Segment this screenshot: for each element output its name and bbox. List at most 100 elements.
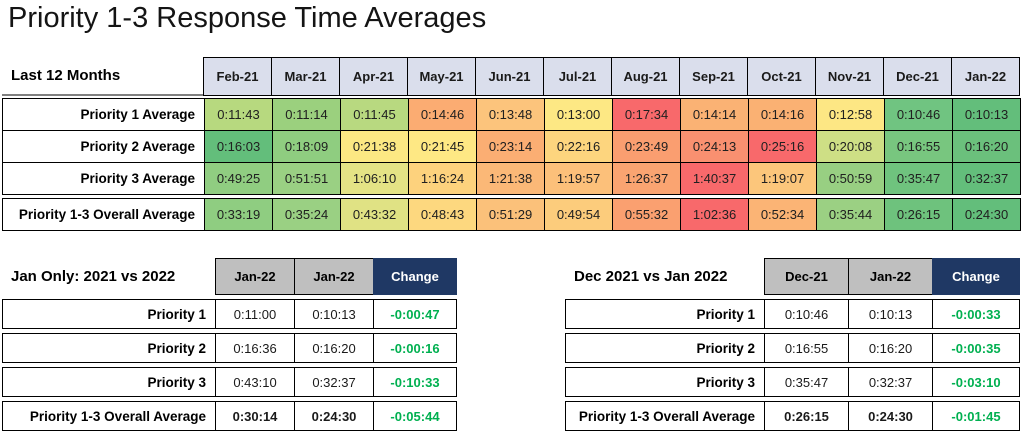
heatmap-cell: 0:16:55 — [884, 130, 953, 163]
month-header: Jul-21 — [543, 57, 612, 96]
comparison-row-label: Priority 3 — [565, 367, 765, 397]
comparison-row: Priority 2 0:16:36 0:16:20 -0:00:16 — [2, 333, 457, 363]
month-header: Mar-21 — [271, 57, 340, 96]
comparison-value: 0:24:30 — [848, 401, 933, 431]
heatmap-cell: 0:23:49 — [612, 130, 681, 163]
month-header: Oct-21 — [747, 57, 816, 96]
heatmap-cell: 0:51:51 — [272, 162, 341, 195]
change-value: -0:01:45 — [932, 401, 1020, 431]
change-value: -0:03:10 — [932, 367, 1020, 397]
comparison-row: Priority 3 0:43:10 0:32:37 -0:10:33 — [2, 367, 457, 397]
period-column-header: Jan-22 — [215, 258, 295, 295]
heatmap-cell: 0:35:44 — [816, 198, 885, 231]
comparison-row: Priority 1 0:11:00 0:10:13 -0:00:47 — [2, 299, 457, 329]
heatmap-cell: 0:20:08 — [816, 130, 885, 163]
response-time-heatmap-table: Last 12 Months Feb-21 Mar-21 Apr-21 May-21 J… — [2, 57, 1021, 231]
heatmap-cell: 0:26:15 — [884, 198, 953, 231]
row-label: Priority 2 Average — [2, 130, 205, 163]
heatmap-cell: 1:06:10 — [340, 162, 409, 195]
comparison-row: Priority 2 0:16:55 0:16:20 -0:00:35 — [565, 333, 1020, 363]
month-header: Jan-22 — [951, 57, 1020, 96]
comparison-value: 0:16:20 — [294, 333, 374, 363]
heatmap-cell: 1:21:38 — [476, 162, 545, 195]
comparison-value: 0:26:15 — [764, 401, 849, 431]
heatmap-cell: 0:43:32 — [340, 198, 409, 231]
comparison-row-label: Priority 2 — [565, 333, 765, 363]
heatmap-cell: 0:22:16 — [544, 130, 613, 163]
heatmap-cell: 1:26:37 — [612, 162, 681, 195]
comparison-value: 0:32:37 — [848, 367, 933, 397]
heatmap-cell: 0:12:58 — [816, 98, 885, 131]
month-header: Apr-21 — [339, 57, 408, 96]
comparison-value: 0:10:13 — [294, 299, 374, 329]
change-value: -0:10:33 — [373, 367, 457, 397]
comparison-row: Priority 1 0:10:46 0:10:13 -0:00:33 — [565, 299, 1020, 329]
heatmap-cell: 0:25:16 — [748, 130, 817, 163]
heatmap-cell: 0:16:20 — [952, 130, 1021, 163]
month-header: Dec-21 — [883, 57, 952, 96]
table-row: Priority 1 Average 0:11:43 0:11:14 0:11:45 0… — [2, 98, 1021, 131]
comparison-value: 0:35:47 — [764, 367, 849, 397]
heatmap-cell: 0:10:46 — [884, 98, 953, 131]
change-value: -0:00:35 — [932, 333, 1020, 363]
period-column-header: Dec-21 — [764, 258, 849, 295]
change-value: -0:00:33 — [932, 299, 1020, 329]
comparison-value: 0:43:10 — [215, 367, 295, 397]
month-header: Feb-21 — [203, 57, 272, 96]
comparison-row-label: Priority 2 — [2, 333, 216, 363]
heatmap-cell: 1:19:57 — [544, 162, 613, 195]
month-header-row: Last 12 Months Feb-21 Mar-21 Apr-21 May-21 J… — [2, 57, 1021, 96]
heatmap-cell: 0:10:13 — [952, 98, 1021, 131]
heatmap-cell: 0:49:54 — [544, 198, 613, 231]
dec-2021-vs-jan-2022-table: Dec 2021 vs Jan 2022 Dec-21 Jan-22 Change Pr… — [565, 258, 1020, 431]
comparison-value: 0:16:55 — [764, 333, 849, 363]
comparison-title: Dec 2021 vs Jan 2022 — [565, 258, 765, 295]
heatmap-cell: 0:13:48 — [476, 98, 545, 131]
comparison-row-label: Priority 3 — [2, 367, 216, 397]
month-header: Nov-21 — [815, 57, 884, 96]
comparison-header-row: Jan Only: 2021 vs 2022 Jan-22 Jan-22 Change — [2, 258, 457, 295]
heatmap-cell: 0:48:43 — [408, 198, 477, 231]
change-value: -0:05:44 — [373, 401, 457, 431]
heatmap-cell: 0:11:14 — [272, 98, 341, 131]
comparison-value: 0:30:14 — [215, 401, 295, 431]
month-header: Sep-21 — [679, 57, 748, 96]
comparison-row-label: Priority 1 — [2, 299, 216, 329]
heatmap-cell: 0:33:19 — [204, 198, 273, 231]
heatmap-cell: 0:35:24 — [272, 198, 341, 231]
comparison-header-row: Dec 2021 vs Jan 2022 Dec-21 Jan-22 Change — [565, 258, 1020, 295]
heatmap-cell: 0:14:16 — [748, 98, 817, 131]
comparison-value: 0:11:00 — [215, 299, 295, 329]
jan-2021-vs-2022-table: Jan Only: 2021 vs 2022 Jan-22 Jan-22 Change… — [2, 258, 457, 431]
heatmap-cell: 1:16:24 — [408, 162, 477, 195]
heatmap-cell: 0:13:00 — [544, 98, 613, 131]
period-column-header: Jan-22 — [848, 258, 933, 295]
comparison-value: 0:24:30 — [294, 401, 374, 431]
month-header: Jun-21 — [475, 57, 544, 96]
row-label: Priority 1-3 Overall Average — [2, 198, 205, 231]
table-row: Priority 2 Average 0:16:03 0:18:09 0:21:38 0… — [2, 130, 1021, 163]
month-header: Aug-21 — [611, 57, 680, 96]
comparison-row-label: Priority 1-3 Overall Average — [2, 401, 216, 431]
heatmap-cell: 0:52:34 — [748, 198, 817, 231]
table-row: Priority 1-3 Overall Average 0:33:19 0:35:… — [2, 198, 1021, 231]
heatmap-cell: 1:19:07 — [748, 162, 817, 195]
comparison-value: 0:16:20 — [848, 333, 933, 363]
row-label: Priority 1 Average — [2, 98, 205, 131]
change-value: -0:00:16 — [373, 333, 457, 363]
heatmap-cell: 0:14:14 — [680, 98, 749, 131]
comparison-title: Jan Only: 2021 vs 2022 — [2, 258, 216, 295]
heatmap-cell: 0:32:37 — [952, 162, 1021, 195]
change-column-header: Change — [373, 258, 457, 295]
heatmap-cell: 1:02:36 — [680, 198, 749, 231]
heatmap-cell: 0:21:45 — [408, 130, 477, 163]
comparison-row-label: Priority 1-3 Overall Average — [565, 401, 765, 431]
heatmap-cell: 1:40:37 — [680, 162, 749, 195]
heatmap-cell: 0:18:09 — [272, 130, 341, 163]
heatmap-cell: 0:51:29 — [476, 198, 545, 231]
heatmap-cell: 0:17:34 — [612, 98, 681, 131]
heatmap-cell: 0:24:13 — [680, 130, 749, 163]
table-row: Priority 3 Average 0:49:25 0:51:51 1:06:10 1… — [2, 162, 1021, 195]
heatmap-cell: 0:49:25 — [204, 162, 273, 195]
heatmap-cell: 0:35:47 — [884, 162, 953, 195]
